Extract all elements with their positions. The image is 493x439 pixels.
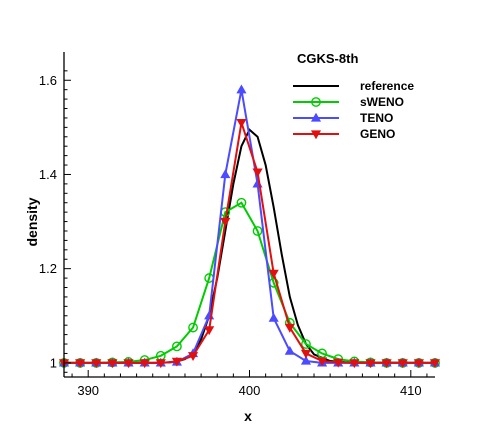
data-point-geno — [365, 359, 376, 369]
x-tick-label: 410 — [400, 383, 422, 398]
data-point-geno — [317, 357, 328, 367]
x-axis-label: x — [244, 408, 252, 424]
y-axis-label: density — [24, 197, 40, 246]
x-tick-label: 390 — [77, 383, 99, 398]
y-tick-label: 1.4 — [39, 167, 57, 182]
data-point-geno — [75, 359, 86, 369]
x-tick-label: 400 — [239, 383, 261, 398]
data-point-geno — [429, 359, 441, 369]
y-tick-label: 1 — [50, 355, 57, 370]
data-point-geno — [220, 217, 231, 227]
legend-marker-geno — [310, 130, 322, 140]
data-point-sweno — [252, 226, 263, 236]
legend-label-geno: GENO — [360, 127, 395, 141]
data-point-geno — [236, 119, 247, 128]
data-point-teno — [300, 355, 312, 365]
data-point-geno — [349, 359, 360, 369]
legend-marker-sweno — [311, 97, 321, 107]
data-point-geno — [123, 359, 134, 369]
data-point-teno — [220, 169, 231, 179]
data-point-geno — [333, 358, 344, 368]
data-point-geno — [268, 269, 279, 279]
data-point-sweno — [236, 197, 247, 208]
legend-label-teno: TENO — [360, 111, 393, 125]
axes-layer: 390 400 410 1 1.2 1.4 1.6 — [39, 52, 435, 398]
data-point-sweno — [172, 341, 182, 352]
data-point-geno — [252, 168, 263, 178]
series-line-sweno — [64, 201, 435, 364]
data-point-geno — [204, 326, 215, 336]
series-line-reference — [64, 128, 436, 364]
data-point-geno — [284, 323, 295, 333]
data-point-teno — [284, 345, 295, 355]
series-line-geno — [64, 122, 435, 364]
data-point-geno — [139, 359, 150, 369]
y-tick-label: 1.6 — [39, 73, 57, 88]
data-point-geno — [381, 359, 392, 369]
legend-marker-teno — [310, 112, 322, 122]
data-point-geno — [155, 359, 166, 369]
y-tick-label: 1.2 — [39, 261, 57, 276]
legend-label-reference: reference — [360, 79, 414, 93]
data-point-teno — [236, 84, 247, 94]
legend: reference sWENO TENO GENO — [293, 79, 414, 141]
data-point-sweno — [301, 339, 311, 349]
chart-title: CGKS-8th — [297, 51, 358, 66]
data-point-geno — [300, 349, 312, 359]
series-layer — [58, 84, 441, 369]
data-point-geno — [171, 357, 182, 367]
legend-label-sweno: sWENO — [360, 95, 404, 109]
data-point-geno — [91, 359, 102, 369]
data-point-geno — [397, 359, 408, 369]
data-point-geno — [413, 359, 424, 369]
data-point-geno — [187, 352, 199, 362]
data-point-sweno — [188, 322, 198, 333]
data-point-teno — [268, 312, 279, 322]
data-point-geno — [107, 359, 118, 369]
